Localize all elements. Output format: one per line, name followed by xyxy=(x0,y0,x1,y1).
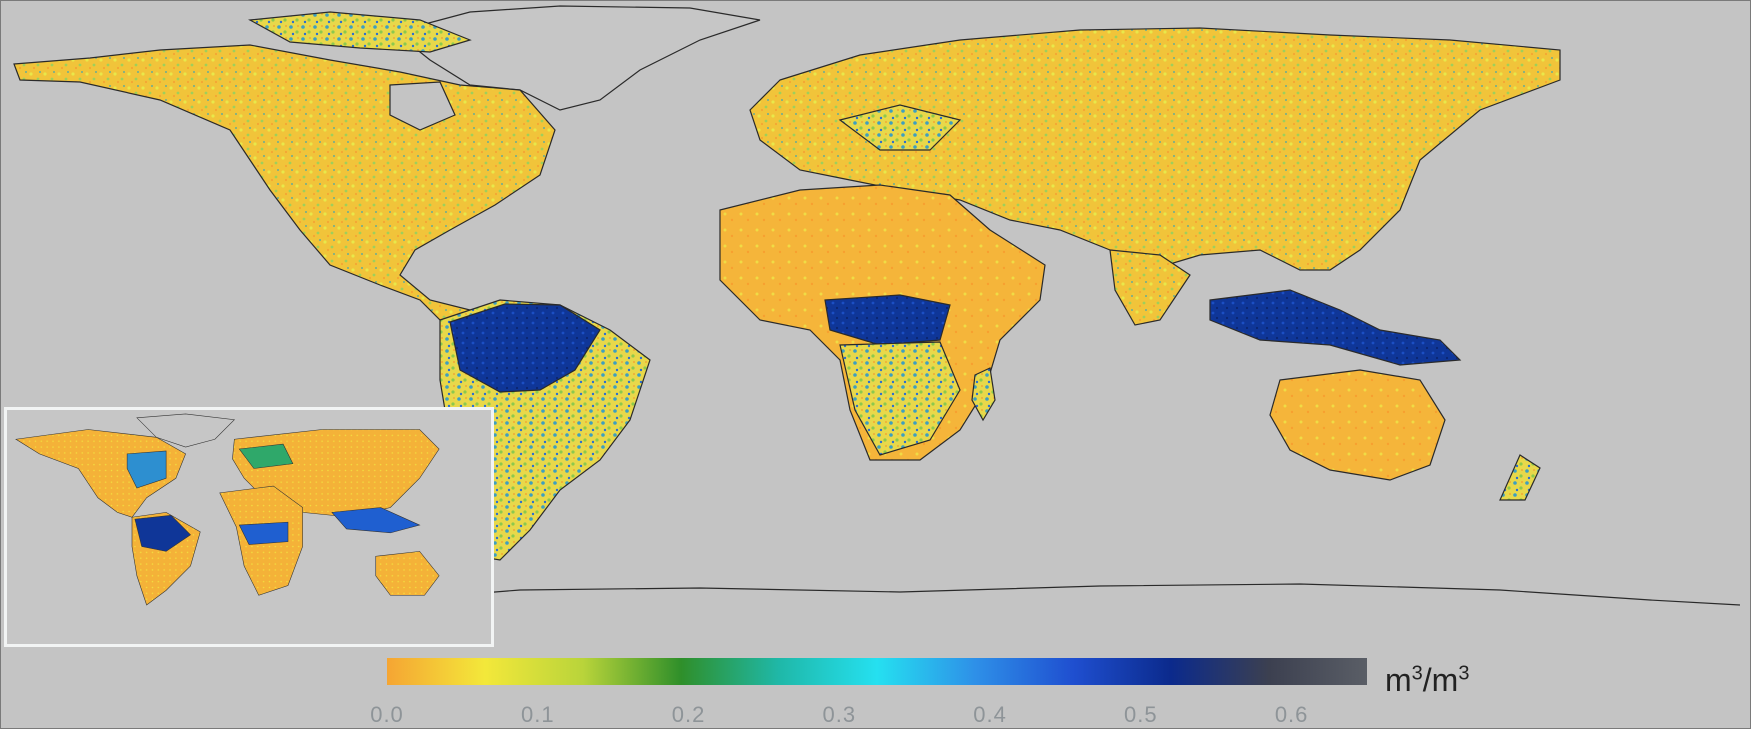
india xyxy=(1109,249,1191,326)
australia xyxy=(1269,369,1446,481)
colorbar-tick-label: 0.4 xyxy=(973,702,1007,727)
inset-north-america xyxy=(15,429,186,518)
inset-europe-wet xyxy=(238,443,294,469)
unit-sep: /m xyxy=(1422,662,1459,698)
europe-wet xyxy=(838,104,962,151)
colorbar xyxy=(387,658,1367,685)
canada-arctic xyxy=(248,11,472,53)
southeast-asia xyxy=(1209,289,1462,366)
colorbar-tick-label: 0.6 xyxy=(1274,702,1309,727)
inset-map-canvas xyxy=(15,413,440,606)
unit-exp: 3 xyxy=(1411,662,1423,685)
inset-na-wet xyxy=(126,450,167,489)
unit-exp2: 3 xyxy=(1458,662,1470,685)
amazon xyxy=(449,303,601,393)
colorbar-tick-label: 0.5 xyxy=(1124,702,1158,727)
colorbar-tick-label: 0.1 xyxy=(520,702,555,727)
new-zealand xyxy=(1499,454,1541,501)
north-america xyxy=(13,44,556,326)
greenland xyxy=(393,5,761,111)
madagascar xyxy=(971,367,996,422)
inset-australia xyxy=(375,551,440,596)
unit-base: m xyxy=(1385,662,1412,698)
colorbar-tick-label: 0.3 xyxy=(822,702,857,727)
congo xyxy=(824,294,951,346)
colorbar-tick-label: 0.2 xyxy=(671,702,706,727)
colorbar-unit: m3/m3 xyxy=(1385,662,1469,699)
africa-south xyxy=(839,341,961,456)
inset-amazon xyxy=(134,514,191,552)
inset-se-asia xyxy=(331,507,421,534)
inset-congo xyxy=(238,521,289,545)
hudson-bay xyxy=(389,81,456,131)
inset-map xyxy=(4,407,494,647)
colorbar-tick-label: 0.0 xyxy=(370,702,404,727)
